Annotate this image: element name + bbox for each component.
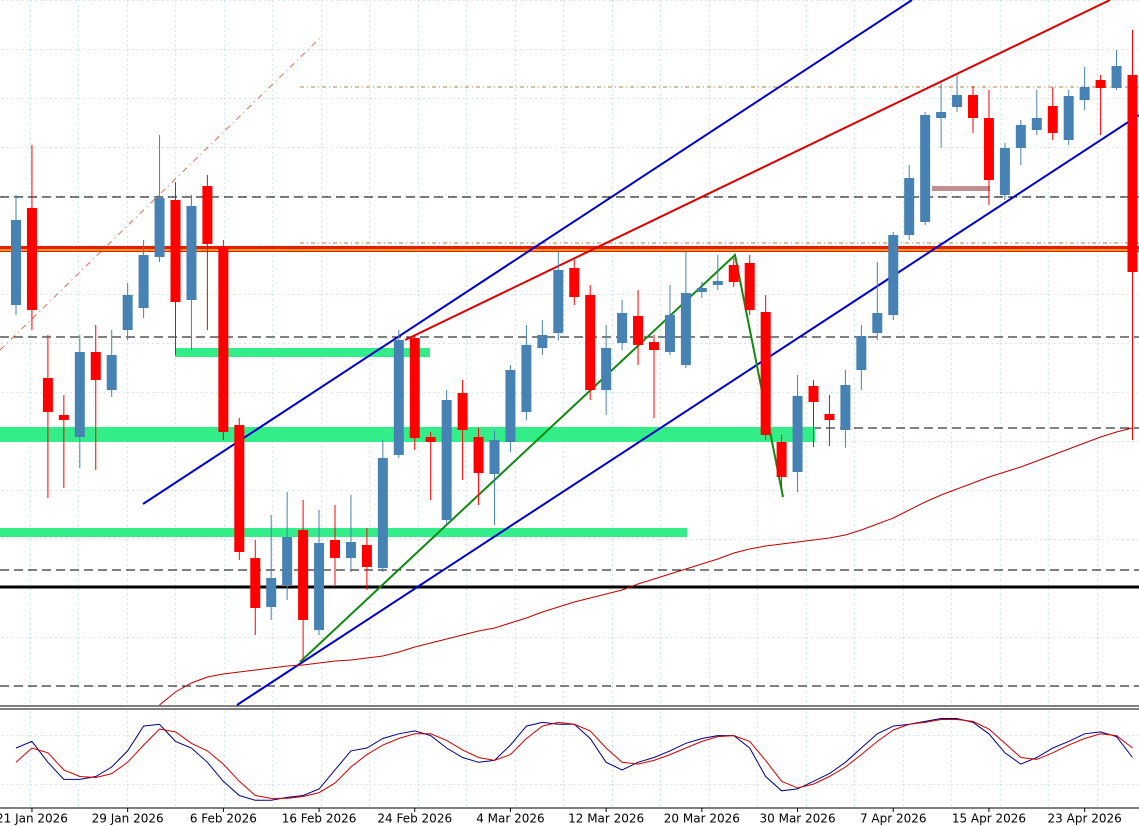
candle-body (569, 268, 580, 297)
candle-body (473, 437, 484, 473)
candle-body (74, 352, 85, 437)
x-tick-label: 29 Jan 2026 (92, 812, 164, 826)
candle-body (298, 530, 309, 620)
candle-body (904, 178, 915, 235)
candle-body (234, 425, 245, 552)
x-tick-label: 23 Apr 2026 (1048, 812, 1122, 826)
candle-body (1127, 75, 1138, 272)
candle-body (330, 540, 340, 558)
candle-body (776, 442, 787, 477)
zone (0, 427, 815, 442)
candle-body (457, 393, 468, 430)
candle-body (1095, 80, 1106, 88)
candle-body (1063, 96, 1074, 140)
candle-body (824, 414, 835, 420)
candle-body (952, 95, 963, 107)
candle-body (617, 313, 628, 343)
candle-body (26, 208, 37, 310)
oscillator-line (15, 719, 1133, 799)
candle-body (872, 313, 883, 333)
trend-line (404, 0, 1111, 341)
x-tick-label: 30 Mar 2026 (760, 812, 836, 826)
candle-body (361, 545, 372, 567)
candle-body (409, 338, 420, 438)
grid-layer (0, 0, 1139, 808)
moving-average (159, 427, 1133, 706)
candle-body (345, 542, 356, 558)
candle-body (202, 186, 213, 244)
candle-body (314, 543, 325, 630)
x-tick-label: 6 Feb 2026 (190, 812, 257, 826)
candle-body (1111, 66, 1122, 88)
candle-body (154, 198, 165, 257)
channel-line (236, 114, 1139, 706)
x-tick-label: 20 Mar 2026 (664, 812, 740, 826)
x-tick-label: 24 Feb 2026 (377, 812, 452, 826)
zone (175, 348, 430, 357)
x-tick-label: 15 Apr 2026 (952, 812, 1026, 826)
candle-body (760, 312, 771, 435)
candle-body (282, 537, 293, 585)
candle-body (888, 235, 899, 315)
candle-body (1047, 106, 1058, 133)
x-tick-label: 16 Feb 2026 (282, 812, 357, 826)
candle-body (90, 352, 101, 380)
channel-line (142, 0, 913, 505)
candle-body (585, 295, 596, 390)
grid (0, 710, 1139, 808)
candle-body (170, 200, 181, 302)
candle-body (537, 335, 548, 348)
candle-body (1031, 118, 1042, 130)
candle-body (792, 396, 803, 472)
candle-body (377, 458, 388, 568)
zone (0, 528, 687, 537)
candle-body (138, 255, 149, 308)
candle-body (58, 415, 69, 420)
candle-body (840, 385, 851, 430)
candle-body (601, 348, 612, 390)
candle-body (936, 112, 947, 118)
candle-body (505, 370, 516, 442)
candle-body (920, 115, 931, 222)
candle-body (696, 288, 707, 292)
candle-body (856, 336, 867, 370)
marks: 21 Jan 2026 29 Jan 2026 6 Feb 2026 16 Feb 2… (0, 30, 1138, 826)
candle-body (680, 293, 691, 365)
x-tick-label: 7 Apr 2026 (860, 812, 927, 826)
zone (932, 186, 990, 191)
candle-body (1079, 87, 1090, 100)
candle-body (744, 263, 755, 310)
candle-body (218, 247, 229, 432)
candle-body (649, 342, 659, 350)
candle-body (1015, 125, 1026, 148)
x-tick-label: 12 Mar 2026 (568, 812, 644, 826)
candle-body (122, 295, 133, 330)
candle-body (664, 315, 675, 352)
candle-body (521, 345, 532, 412)
candle-body (106, 355, 117, 390)
candle-body (42, 378, 53, 412)
candle-body (553, 270, 564, 333)
x-tick-label: 21 Jan 2026 (0, 812, 68, 826)
candle-body (999, 148, 1010, 195)
candle-body (393, 340, 404, 455)
candle-body (983, 118, 994, 180)
candle-body (441, 400, 452, 520)
candle-body (266, 578, 277, 607)
candle-body (712, 281, 723, 285)
candle-body (489, 440, 500, 474)
candle-body (808, 386, 819, 402)
x-tick-label: 4 Mar 2026 (476, 812, 544, 826)
candle-body (633, 316, 644, 345)
candle-body (728, 265, 739, 282)
candle-body (186, 206, 197, 300)
candle-body (11, 220, 21, 305)
candle-body (968, 95, 978, 118)
candle-body (425, 437, 436, 442)
candle-body (250, 558, 261, 608)
